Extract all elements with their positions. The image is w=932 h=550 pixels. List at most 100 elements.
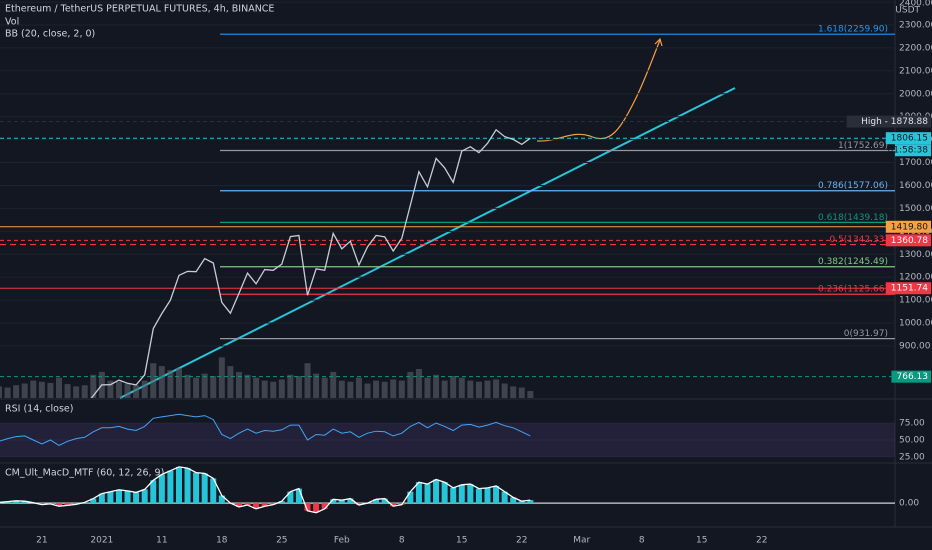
macd-bar	[210, 478, 217, 504]
x-tick-label: 15	[696, 536, 707, 546]
y-tick-label: 2300.00	[899, 20, 932, 30]
volume-bar	[64, 384, 71, 398]
macd-bar	[244, 503, 251, 506]
macd-bar	[4, 501, 11, 504]
volume-bar	[55, 377, 62, 398]
x-tick-label: 8	[639, 536, 645, 546]
volume-bar	[193, 377, 200, 398]
macd-bar	[415, 482, 422, 504]
indicator-label: BB (20, close, 2, 0)	[5, 29, 95, 40]
macd-bar	[458, 484, 465, 504]
macd-bar	[167, 470, 174, 504]
projection-arrow	[654, 37, 663, 47]
countdown-tag	[895, 144, 931, 157]
volume-bar	[167, 370, 174, 398]
y-tick-label: 1200.00	[899, 273, 932, 283]
volume-bar	[90, 374, 97, 398]
fib-label: 0.618(1439.18)	[818, 213, 888, 223]
x-tick-label: Feb	[334, 536, 350, 546]
fib-label: 0.786(1577.06)	[818, 181, 888, 191]
volume-bar	[475, 381, 482, 398]
volume-bar	[184, 374, 191, 398]
macd-bar	[261, 503, 268, 507]
price-tag-label: 1806.15	[891, 134, 928, 144]
volume-bar	[518, 387, 525, 398]
x-tick-label: 18	[216, 536, 228, 546]
macd-bar	[287, 491, 294, 504]
macd-bar	[313, 503, 320, 513]
volume-bar	[527, 391, 534, 398]
volume-bar	[158, 366, 165, 398]
volume-bar	[13, 385, 20, 398]
macd-bar	[218, 495, 225, 504]
macd-bar	[253, 503, 260, 509]
volume-bar	[124, 383, 131, 398]
volume-bar	[501, 383, 508, 398]
rsi-title: RSI (14, close)	[5, 404, 73, 415]
volume-bar	[150, 363, 157, 398]
x-tick-label: 8	[399, 536, 405, 546]
volume-bar	[381, 381, 388, 398]
volume-bar	[407, 371, 414, 398]
x-tick-label: 2021	[90, 536, 113, 546]
volume-bar	[484, 380, 491, 398]
macd-bar	[475, 488, 482, 504]
macd-bar	[484, 487, 491, 504]
main-pane	[0, 1, 895, 398]
y-tick-label: 2100.00	[899, 66, 932, 76]
volume-bar	[510, 386, 517, 398]
macd-bar	[193, 472, 200, 504]
chart-title: Ethereum / TetherUS PERPETUAL FUTURES, 4…	[5, 4, 274, 15]
volume-bar	[433, 374, 440, 398]
fib-label: 0.382(1245.49)	[818, 257, 888, 267]
volume-bar	[38, 381, 45, 398]
macd-bar	[493, 485, 500, 504]
fib-label: 1.618(2259.90)	[818, 25, 888, 35]
volume-bar	[201, 373, 208, 398]
y-tick-label: 1600.00	[899, 181, 932, 191]
price-tag	[846, 115, 931, 128]
volume-bar	[493, 379, 500, 398]
price-tag	[885, 282, 931, 295]
y-tick-label: 900.00	[899, 341, 931, 351]
y-tick-label: 1300.00	[899, 250, 932, 260]
y-tick-label: 1700.00	[899, 158, 932, 168]
x-tick-label: 21	[36, 536, 47, 546]
macd-bar	[450, 487, 457, 504]
x-tick-label: 22	[516, 536, 527, 546]
rsi-line	[0, 413, 531, 446]
x-tick-label: 11	[156, 536, 167, 546]
macd-bar	[278, 501, 285, 504]
macd-bar	[115, 489, 122, 504]
macd-bar	[501, 491, 508, 504]
volume-bar	[441, 380, 448, 398]
volume-bar	[210, 375, 217, 398]
volume-bar	[235, 371, 242, 398]
volume-bar	[364, 383, 371, 398]
volume-bar	[73, 386, 80, 398]
macd-bar	[133, 492, 140, 504]
macd-bar	[433, 479, 440, 504]
macd-bar	[13, 500, 20, 504]
price-tag	[885, 234, 931, 247]
macd-bar	[518, 501, 525, 504]
volume-bar	[244, 374, 251, 398]
volume-bar	[467, 380, 474, 398]
volume-bar	[304, 363, 311, 398]
macd-bar	[38, 503, 45, 505]
volume-bar	[253, 377, 260, 398]
volume-bar	[313, 373, 320, 398]
volume-bar	[218, 357, 225, 398]
volume-bar	[295, 375, 302, 398]
fib-label: 0.236(1125.66)	[818, 285, 888, 295]
macd-bar	[107, 491, 114, 504]
y-tick-label: 25.00	[899, 452, 925, 462]
price-tag-label: 766.13	[897, 372, 929, 382]
volume-bar	[355, 377, 362, 398]
macd-bar	[441, 482, 448, 504]
macd-bar	[64, 503, 71, 506]
macd-bar	[158, 474, 165, 504]
volume-bar	[278, 379, 285, 398]
